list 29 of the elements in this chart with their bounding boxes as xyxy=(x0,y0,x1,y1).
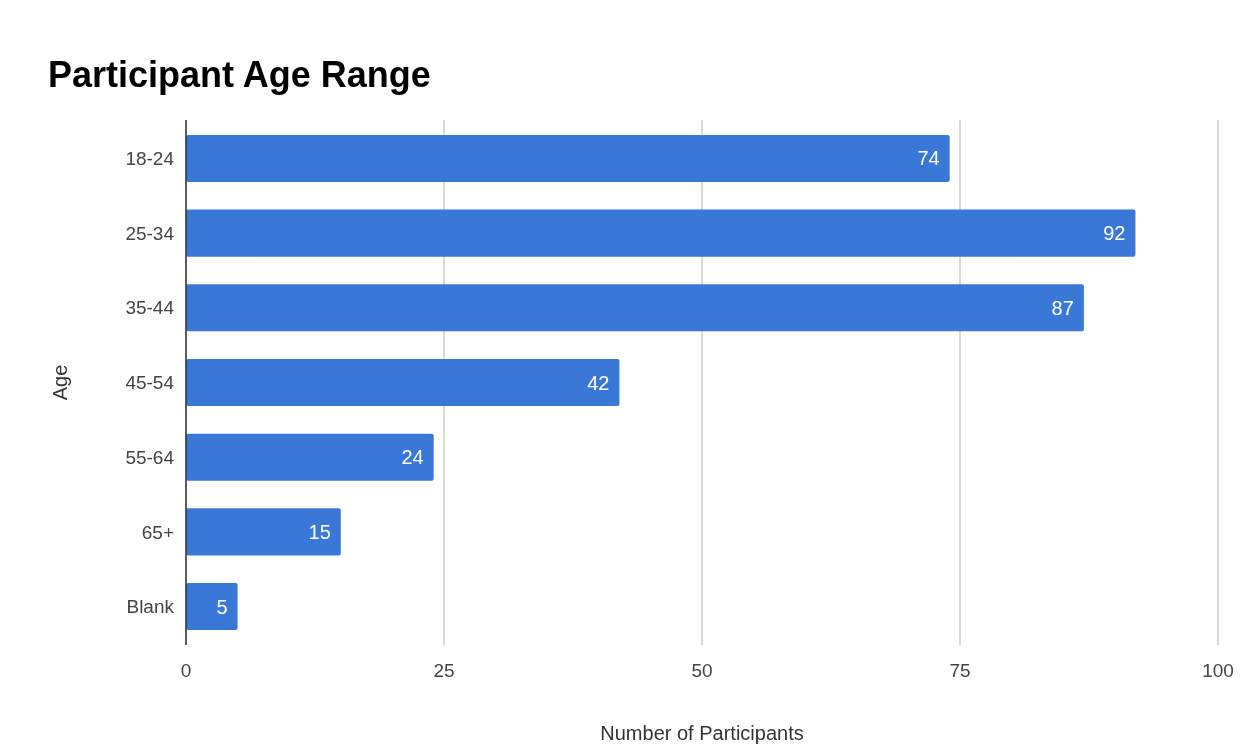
x-tick-label: 100 xyxy=(1202,660,1234,681)
x-axis-title: Number of Participants xyxy=(600,722,804,744)
bar xyxy=(186,433,434,481)
y-tick-label: 45-54 xyxy=(125,372,175,394)
chart-title: Participant Age Range xyxy=(48,54,431,95)
x-tick-label: 0 xyxy=(180,660,192,681)
bar xyxy=(186,583,238,631)
data-label: 15 xyxy=(308,520,331,543)
bar xyxy=(186,508,341,556)
y-axis-title: Age xyxy=(49,364,71,401)
x-tick-label: 75 xyxy=(949,660,971,681)
data-label: 24 xyxy=(401,446,424,469)
bar xyxy=(186,358,620,407)
data-label: 5 xyxy=(216,595,228,618)
data-label: 92 xyxy=(1103,222,1126,245)
x-tick-label: 25 xyxy=(433,660,455,681)
data-label: 74 xyxy=(917,147,940,170)
x-tick-label: 50 xyxy=(691,660,713,681)
bar xyxy=(186,134,950,182)
data-label: 87 xyxy=(1051,296,1074,319)
y-tick-label: 25-34 xyxy=(125,222,175,244)
y-tick-label: 18-24 xyxy=(125,148,175,170)
y-tick-label: Blank xyxy=(126,596,175,618)
y-tick-label: 55-64 xyxy=(125,446,175,468)
y-tick-label: 65+ xyxy=(141,521,174,543)
bar xyxy=(186,284,1084,332)
y-tick-label: 35-44 xyxy=(125,297,175,319)
data-label: 42 xyxy=(587,371,610,394)
bar xyxy=(186,209,1136,257)
